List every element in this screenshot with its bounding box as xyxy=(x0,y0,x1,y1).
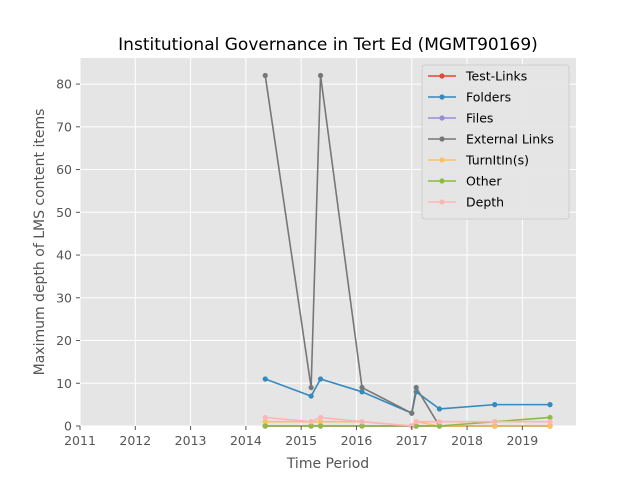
data-point-folders xyxy=(547,402,553,408)
legend-label-files: Files xyxy=(466,111,493,126)
data-point-depth xyxy=(317,414,324,421)
legend-frame xyxy=(421,64,570,220)
chart-title: Institutional Governance in Tert Ed (MGM… xyxy=(118,35,538,55)
data-point-external-links xyxy=(317,72,324,79)
data-point-other xyxy=(317,423,324,429)
data-point-other xyxy=(308,423,314,429)
data-point-depth xyxy=(262,414,268,421)
x-axis-label: Time Period xyxy=(286,456,369,472)
y-tick-label: 10 xyxy=(56,376,72,391)
data-point-folders xyxy=(359,389,365,395)
x-tick-label: 2019 xyxy=(506,433,538,448)
x-tick-label: 2011 xyxy=(64,433,96,448)
data-point-other xyxy=(262,423,268,429)
y-tick-label: 30 xyxy=(56,290,72,305)
x-tick-label: 2012 xyxy=(119,433,151,448)
data-point-folders xyxy=(262,376,268,382)
y-tick-label: 20 xyxy=(56,333,72,348)
x-tick-label: 2014 xyxy=(230,433,262,448)
data-point-folders xyxy=(308,393,314,399)
data-point-depth xyxy=(436,419,443,425)
legend-marker-test-links xyxy=(439,73,445,79)
data-point-folders xyxy=(317,376,324,382)
x-tick-label: 2013 xyxy=(175,433,207,448)
y-tick-label: 80 xyxy=(56,77,72,92)
legend-label-turnitin-s: TurnItIn(s) xyxy=(465,153,529,168)
y-tick-label: 0 xyxy=(64,419,72,434)
y-axis-label: Maximum depth of LMS content items xyxy=(32,109,48,376)
legend-marker-external-links xyxy=(439,136,445,142)
legend-label-folders: Folders xyxy=(466,90,511,105)
data-point-depth xyxy=(359,419,365,425)
legend-label-test-links: Test-Links xyxy=(465,69,527,84)
legend-marker-files xyxy=(439,115,445,121)
data-point-turnitin-s xyxy=(317,419,324,425)
legend-label-depth: Depth xyxy=(466,195,504,210)
data-point-external-links xyxy=(262,72,268,79)
data-point-other xyxy=(547,414,553,421)
data-point-depth xyxy=(413,419,419,425)
legend-label-external-links: External Links xyxy=(466,132,554,147)
y-tick-label: 70 xyxy=(56,119,72,134)
x-tick-label: 2015 xyxy=(285,433,317,448)
data-point-turnitin-s xyxy=(547,423,553,429)
data-point-turnitin-s xyxy=(492,423,498,429)
x-tick-label: 2017 xyxy=(396,433,428,448)
data-point-external-links xyxy=(413,384,419,391)
y-tick-label: 40 xyxy=(56,248,72,263)
data-point-external-links xyxy=(308,384,314,391)
data-point-depth xyxy=(308,419,314,425)
x-tick-label: 2016 xyxy=(341,433,373,448)
data-point-other xyxy=(359,423,365,429)
legend-marker-depth xyxy=(439,199,445,205)
data-point-external-links xyxy=(409,410,415,416)
legend: Test-Links Folders Files External Links Turn… xyxy=(421,64,570,220)
data-point-depth xyxy=(492,419,498,425)
legend-label-other: Other xyxy=(466,174,502,189)
legend-marker-other xyxy=(439,178,445,184)
data-point-turnitin-s xyxy=(262,419,268,425)
data-point-other xyxy=(413,423,419,429)
data-point-external-links xyxy=(359,384,365,391)
data-point-depth xyxy=(547,419,553,425)
axis-ticks: 2011 2012 2013 2014 2015 2016 2017 2018 2019 0 10 2… xyxy=(56,77,538,448)
data-point-folders xyxy=(492,402,498,408)
legend-marker-turnitin-s xyxy=(439,157,445,163)
data-point-other xyxy=(436,423,443,429)
legend-marker-folders xyxy=(439,94,445,100)
y-tick-label: 50 xyxy=(56,205,72,220)
y-tick-label: 60 xyxy=(56,162,72,177)
data-point-folders xyxy=(436,406,443,412)
x-tick-label: 2018 xyxy=(451,433,483,448)
